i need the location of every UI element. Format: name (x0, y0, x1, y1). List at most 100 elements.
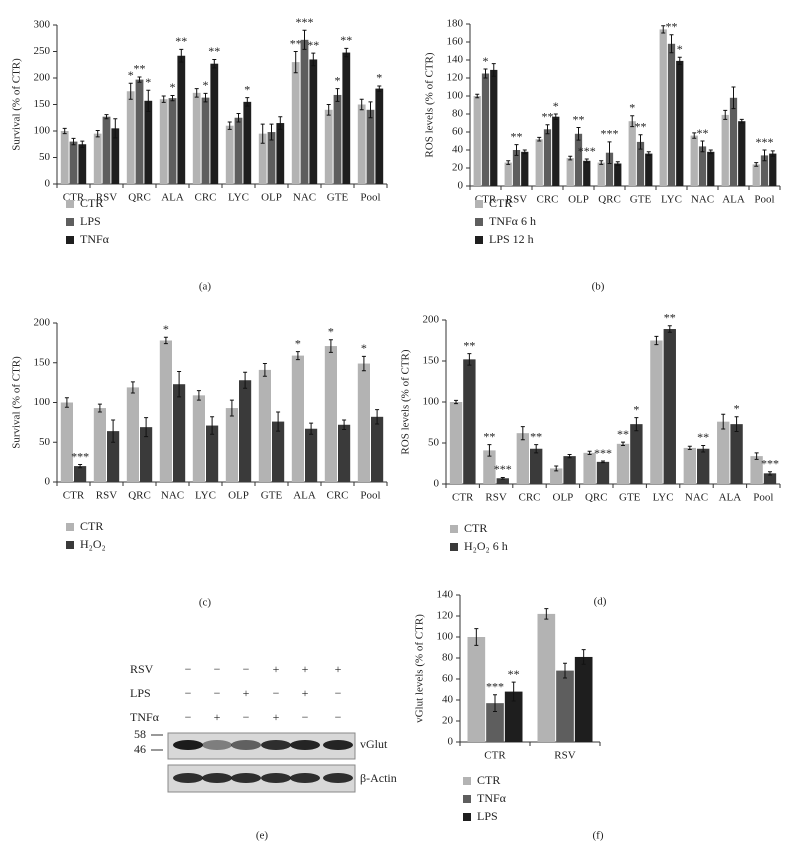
legend-swatch (475, 218, 483, 226)
x-tick-label: QRC (585, 492, 608, 504)
error-bar (128, 82, 133, 100)
error-bar (368, 101, 373, 119)
x-tick-label: ALA (719, 492, 742, 504)
significance-label: ** (666, 20, 678, 34)
error-bar (475, 93, 480, 99)
significance-label: ** (134, 62, 146, 76)
significance-label: ** (290, 36, 302, 50)
error-bar (309, 422, 314, 435)
y-tick-label: 150 (423, 355, 440, 367)
bar (239, 380, 252, 482)
error-bar (97, 403, 102, 413)
y-tick-label: 180 (447, 18, 464, 30)
y-tick-label: 0 (458, 180, 464, 192)
bar (324, 109, 333, 184)
significance-label: * (633, 402, 639, 416)
bar (291, 355, 304, 482)
blot-sign: − (273, 686, 280, 700)
y-axis-title: ROS levels (% of CTR) (400, 349, 412, 454)
y-tick-label: 100 (423, 396, 440, 408)
bar (504, 162, 512, 186)
significance-label: * (553, 99, 559, 113)
error-bar (375, 409, 380, 425)
y-tick-label: 80 (452, 108, 464, 120)
blot-band (290, 773, 320, 783)
error-bar (667, 325, 672, 333)
error-bar (762, 149, 767, 162)
error-bar (576, 127, 581, 141)
error-bar (493, 694, 497, 713)
error-bar (483, 68, 488, 79)
error-bar (278, 116, 283, 130)
legend-swatch (450, 525, 458, 533)
significance-label: *** (601, 127, 619, 141)
blot-sign: + (273, 662, 280, 676)
error-bar (607, 141, 612, 164)
significance-label: ** (635, 119, 647, 133)
bar (752, 164, 760, 186)
error-bar (584, 158, 589, 164)
significance-label: ** (511, 129, 523, 143)
x-tick-label: CRC (194, 192, 216, 204)
error-bar (700, 140, 705, 153)
error-bar (692, 132, 697, 139)
error-bar (212, 58, 217, 69)
bar (357, 104, 366, 184)
significance-label: * (328, 324, 334, 338)
y-tick-label: 150 (34, 356, 51, 368)
error-bar (62, 127, 67, 135)
bar (243, 101, 252, 184)
blot-band (261, 740, 291, 750)
bar (614, 163, 622, 186)
error-bar (767, 471, 772, 476)
bar (60, 131, 69, 184)
error-bar (326, 104, 331, 116)
bar (516, 433, 529, 484)
bar (371, 416, 384, 482)
error-bar (600, 460, 605, 464)
bar (616, 443, 630, 484)
error-bar (734, 416, 739, 433)
significance-label: ** (697, 430, 709, 444)
y-axis-title: ROS levels (% of CTR) (424, 52, 436, 157)
y-tick-label: 300 (34, 19, 51, 31)
bar (496, 478, 509, 484)
x-tick-label: NAC (161, 490, 184, 502)
y-tick-label: 40 (452, 144, 464, 156)
error-bar (359, 98, 364, 111)
blot-sign: + (243, 686, 250, 700)
y-axis-title: vGlut levels (% of CTR) (414, 614, 426, 723)
blot-sign: − (335, 710, 342, 724)
bar (225, 408, 238, 482)
x-tick-label: RSV (506, 194, 527, 206)
error-bar (269, 123, 274, 141)
error-bar (170, 94, 175, 102)
y-tick-label: 120 (437, 610, 454, 622)
bar (552, 116, 560, 186)
x-tick-label: GTE (327, 192, 349, 204)
x-tick-label: CRC (326, 490, 348, 502)
blot-sign: − (243, 662, 250, 676)
bar (566, 158, 574, 186)
blot-sign: − (185, 662, 192, 676)
bar (210, 63, 219, 184)
significance-label: ** (697, 126, 709, 140)
blot-band (202, 773, 232, 783)
y-tick-label: 250 (34, 45, 51, 57)
bar (192, 395, 205, 482)
y-axis-title: Survival (% of CTR) (11, 356, 23, 449)
legend-swatch (475, 200, 483, 208)
blot-band (231, 773, 261, 783)
x-tick-label: LYC (653, 492, 674, 504)
significance-label: * (128, 68, 134, 82)
y-tick-label: 100 (34, 396, 51, 408)
blot-band (173, 773, 203, 783)
error-bar (163, 336, 168, 345)
error-bar (113, 118, 118, 139)
legend-swatch (66, 200, 74, 208)
error-bar (669, 34, 674, 54)
x-tick-label: QRC (598, 194, 621, 206)
error-bar (506, 160, 511, 165)
x-tick-label: Pool (360, 490, 380, 502)
